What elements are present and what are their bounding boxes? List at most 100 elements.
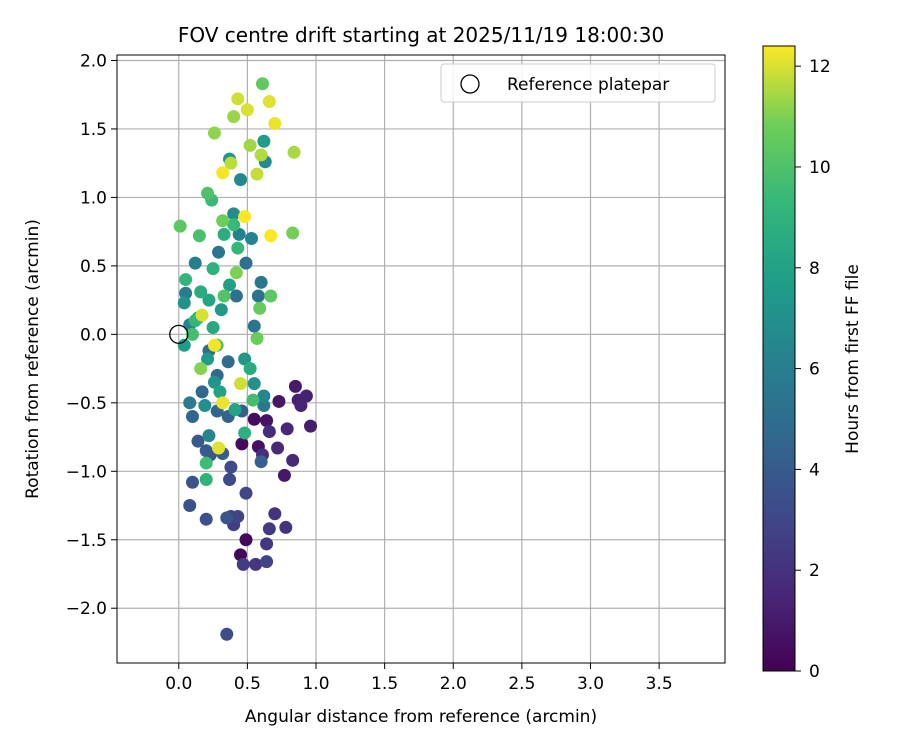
y-tick-label: −2.0	[66, 599, 107, 619]
data-point	[234, 173, 248, 187]
data-point	[177, 296, 191, 310]
y-tick-label: −1.5	[66, 531, 107, 551]
data-point	[202, 293, 216, 307]
legend: Reference platepar	[440, 63, 716, 103]
data-point	[257, 134, 271, 148]
data-point	[238, 210, 252, 224]
colorbar-gradient	[762, 45, 796, 672]
data-point	[199, 512, 213, 526]
data-point	[240, 103, 254, 117]
data-point	[173, 219, 187, 233]
data-point	[192, 229, 206, 243]
data-point	[262, 95, 276, 109]
data-point	[235, 437, 249, 451]
colorbar-tick-label: 12	[809, 57, 831, 77]
data-point	[199, 444, 213, 458]
colorbar-tick-label: 4	[809, 460, 820, 480]
reference-platepar-marker	[169, 324, 189, 345]
data-point	[255, 77, 269, 91]
data-point	[198, 399, 212, 413]
x-tick-label: 3.5	[646, 674, 673, 694]
data-point	[260, 537, 274, 551]
colorbar-tick-label: 6	[809, 360, 820, 380]
colorbar-tick-label: 2	[809, 561, 820, 581]
data-point	[254, 148, 268, 162]
plot-frame	[116, 54, 726, 664]
x-tick-label: 3.0	[577, 674, 604, 694]
data-point	[217, 289, 231, 303]
data-point	[206, 321, 220, 335]
data-point	[286, 226, 300, 240]
data-point	[288, 379, 302, 393]
data-point	[251, 289, 265, 303]
data-point	[195, 308, 209, 322]
data-point	[247, 377, 261, 391]
data-point	[254, 275, 268, 289]
data-point	[231, 92, 245, 106]
x-tick-label: 2.0	[440, 674, 467, 694]
data-point	[271, 441, 285, 455]
data-point	[247, 319, 261, 333]
data-point	[238, 426, 252, 440]
data-point	[199, 473, 213, 487]
data-point	[185, 327, 199, 341]
data-point	[231, 241, 245, 255]
data-point	[254, 455, 268, 469]
data-point	[277, 468, 291, 482]
y-axis-label: Rotation from reference (arcmin)	[23, 219, 43, 499]
data-point	[246, 393, 260, 407]
data-point	[245, 231, 259, 245]
data-point	[221, 355, 235, 369]
data-point	[257, 399, 271, 413]
data-point	[279, 520, 293, 534]
y-tick-label: 1.5	[80, 120, 107, 140]
x-tick-label: 1.0	[302, 674, 329, 694]
x-tick-label: 2.5	[508, 674, 535, 694]
data-point	[185, 475, 199, 489]
legend-marker-open-circle	[460, 74, 480, 94]
data-point	[262, 522, 276, 536]
legend-entry-label: Reference platepar	[507, 75, 669, 95]
data-point	[304, 419, 318, 433]
y-tick-label: 0.5	[80, 257, 107, 277]
data-point	[201, 186, 215, 200]
data-point	[262, 425, 276, 439]
x-tick-label: 1.5	[371, 674, 398, 694]
data-point	[216, 166, 230, 180]
data-point	[224, 460, 238, 474]
data-point	[250, 167, 264, 181]
data-point	[191, 434, 205, 448]
data-point	[201, 352, 215, 366]
y-axis-ticks: 2.0 1.5 1.0 0.5 0.0 −0.5 −1.0 −1.5 −2.0	[66, 51, 117, 619]
chart-title: FOV centre drift starting at 2025/11/19 …	[178, 23, 664, 47]
data-point	[294, 399, 308, 413]
y-tick-label: −0.5	[66, 394, 107, 414]
data-point	[264, 229, 278, 243]
data-point	[220, 627, 234, 641]
data-point	[286, 453, 300, 467]
data-point	[299, 389, 313, 403]
data-point	[232, 227, 246, 241]
data-point	[179, 273, 193, 287]
data-point	[199, 456, 213, 470]
data-point	[260, 555, 274, 569]
grid-lines	[117, 55, 725, 663]
data-point	[177, 338, 191, 352]
y-tick-label: −1.0	[66, 462, 107, 482]
data-point	[268, 116, 282, 130]
colorbar: 0 2 4 6 8 10 12 Hours from first FF file	[762, 45, 863, 682]
data-point	[253, 301, 267, 315]
data-point	[247, 412, 261, 426]
colorbar-tick-label: 0	[809, 662, 820, 682]
data-point	[229, 266, 243, 280]
x-tick-label: 0.0	[165, 674, 192, 694]
data-point	[229, 289, 243, 303]
data-point	[185, 410, 199, 424]
data-point	[216, 214, 230, 228]
data-point	[234, 377, 248, 391]
data-point	[227, 207, 241, 221]
data-point	[206, 262, 220, 276]
data-point	[228, 403, 242, 417]
data-point	[224, 156, 238, 170]
